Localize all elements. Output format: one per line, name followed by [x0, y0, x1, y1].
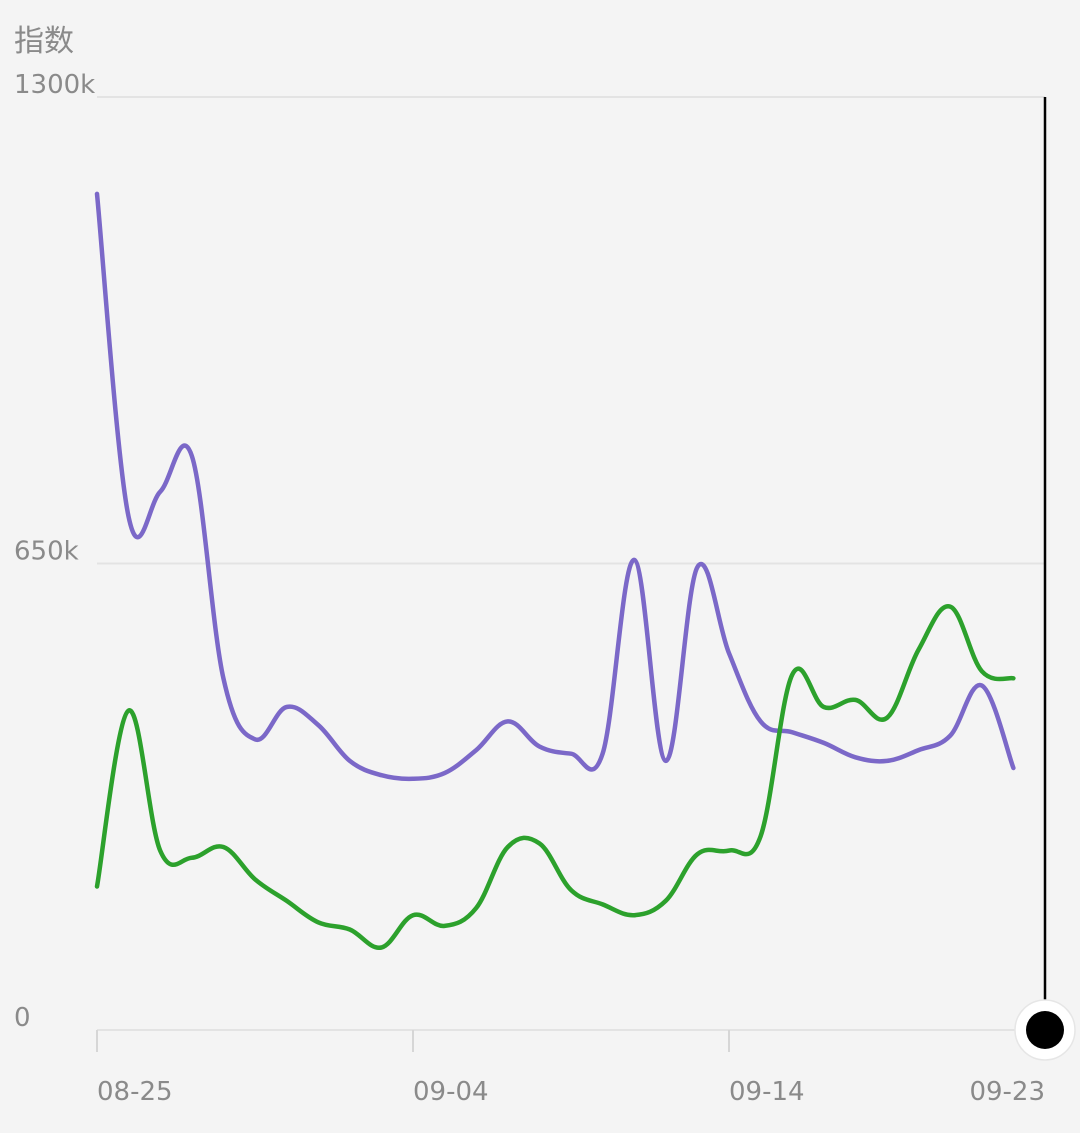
y-tick-label: 1300k: [14, 70, 95, 100]
y-tick-label: 0: [14, 1003, 31, 1033]
y-axis-unit-label: 指数: [14, 24, 74, 59]
x-tick-label: 09-23: [969, 1077, 1045, 1107]
x-tick-label: 08-25: [97, 1077, 173, 1107]
series-line-1: [94, 191, 1016, 782]
series-line-2: [94, 604, 1016, 950]
x-tick-label: 09-14: [729, 1077, 805, 1107]
y-tick-label: 650k: [14, 537, 79, 567]
cursor-handle[interactable]: [1026, 1011, 1064, 1049]
x-tick-label: 09-04: [413, 1077, 489, 1107]
